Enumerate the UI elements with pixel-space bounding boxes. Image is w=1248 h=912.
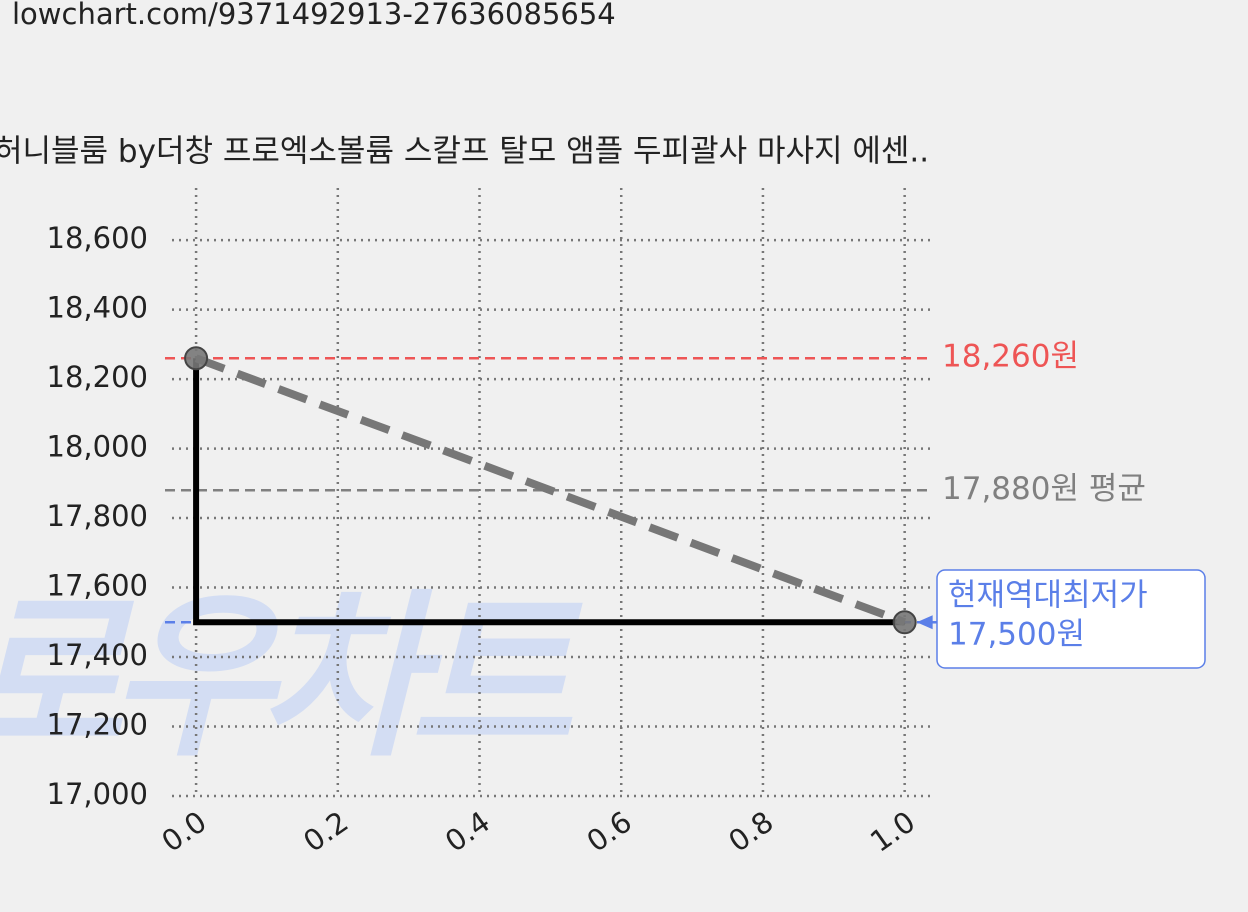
reference-label: 18,260원 xyxy=(942,339,1079,375)
series-line xyxy=(193,358,905,626)
y-tick-label: 17,000 xyxy=(47,777,148,811)
x-tick-label: 0.4 xyxy=(439,804,496,858)
y-tick-label: 18,600 xyxy=(47,221,148,255)
y-tick-label: 17,400 xyxy=(47,638,148,672)
annotation-box xyxy=(936,569,1206,669)
x-tick-label: 0.2 xyxy=(297,804,354,858)
y-tick-label: 17,600 xyxy=(47,569,148,603)
reference-label: 17,880원 평균 xyxy=(942,471,1146,507)
url: lowchart.com/9371492913-27636085654 xyxy=(12,0,616,31)
point xyxy=(892,610,917,635)
y-tick-label: 18,200 xyxy=(47,360,148,394)
x-tick-label: 1.0 xyxy=(864,804,921,858)
point xyxy=(184,346,209,371)
series-line xyxy=(194,354,907,627)
y-tick-label: 18,000 xyxy=(47,430,148,464)
y-tick-label: 18,400 xyxy=(47,291,148,325)
annotation-arrowhead xyxy=(916,615,933,630)
y-tick-label: 17,800 xyxy=(47,499,148,533)
x-tick-label: 0.6 xyxy=(581,804,638,858)
x-tick-label: 0.0 xyxy=(155,804,212,858)
y-tick-label: 17,200 xyxy=(47,708,148,742)
x-tick-label: 0.8 xyxy=(722,804,779,858)
annotation-text: 17,500원 xyxy=(948,617,1085,653)
watermark: 로우차트 xyxy=(0,574,583,781)
chart-title: 허니블룸 by더창 프로엑소볼륨 스칼프 탈모 앰플 두피괄사 마사지 에센.. xyxy=(0,134,929,170)
annotation-text: 현재역대최저가 xyxy=(948,578,1148,614)
